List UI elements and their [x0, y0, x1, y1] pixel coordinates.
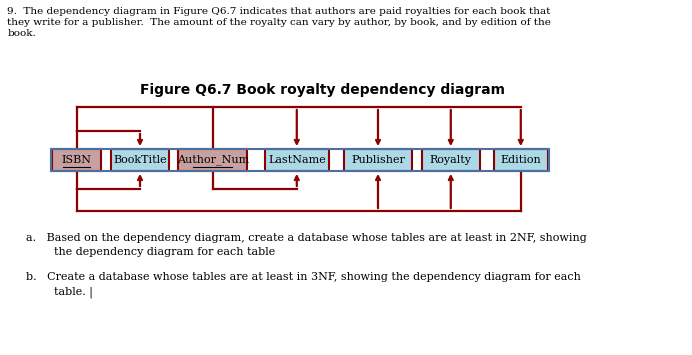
Text: book.: book. — [8, 29, 36, 38]
Text: they write for a publisher.  The amount of the royalty can vary by author, by bo: they write for a publisher. The amount o… — [8, 18, 552, 27]
Bar — [345, 149, 412, 171]
Text: Royalty: Royalty — [430, 155, 472, 165]
Text: Figure Q6.7 Book royalty dependency diagram: Figure Q6.7 Book royalty dependency diag… — [140, 83, 505, 97]
Text: Edition: Edition — [500, 155, 541, 165]
Bar — [493, 149, 548, 171]
Text: ISBN: ISBN — [62, 155, 91, 165]
Text: LastName: LastName — [268, 155, 326, 165]
Text: a.   Based on the dependency diagram, create a database whose tables are at leas: a. Based on the dependency diagram, crea… — [26, 233, 587, 257]
Bar — [422, 149, 480, 171]
Bar — [265, 149, 329, 171]
Text: BookTitle: BookTitle — [113, 155, 167, 165]
Text: 9.  The dependency diagram in Figure Q6.7 indicates that authors are paid royalt: 9. The dependency diagram in Figure Q6.7… — [8, 7, 551, 16]
Text: Author_Num: Author_Num — [176, 155, 249, 165]
Bar — [53, 149, 101, 171]
Text: b.   Create a database whose tables are at least in 3NF, showing the dependency : b. Create a database whose tables are at… — [26, 272, 581, 297]
Text: Publisher: Publisher — [351, 155, 405, 165]
Bar — [179, 149, 247, 171]
Bar — [111, 149, 169, 171]
Bar — [51, 149, 549, 171]
